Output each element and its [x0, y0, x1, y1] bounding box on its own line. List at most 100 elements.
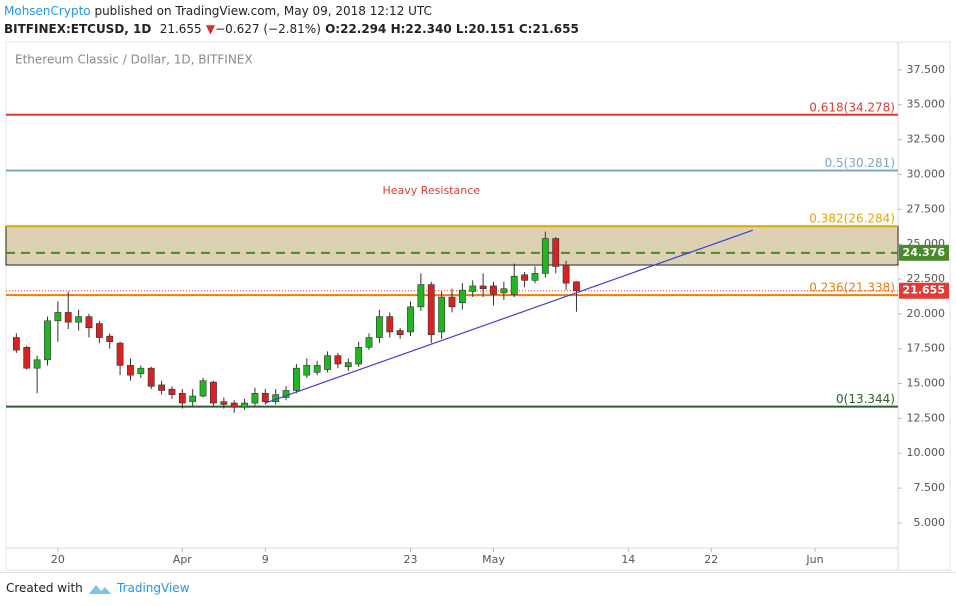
y-tick-label: 22.500 [907, 272, 946, 285]
price-tag [899, 282, 949, 299]
fib-label: 0(13.344) [836, 392, 895, 406]
candle-body [427, 284, 435, 336]
footer: Created with TradingView [0, 572, 956, 606]
x-tick-label: 22 [704, 553, 718, 566]
candle-body [458, 289, 466, 303]
candle-body [479, 285, 487, 290]
candle-body [210, 381, 217, 404]
candle-body [54, 312, 62, 322]
y-tick-label: 10.000 [907, 446, 946, 459]
y-tick-label: 35.000 [907, 98, 946, 111]
candle-body [438, 296, 446, 333]
y-tick-label: 27.500 [907, 202, 946, 215]
candle-body [220, 401, 228, 405]
candle-body [386, 316, 394, 333]
candle-body [396, 330, 404, 336]
candle-body [407, 306, 414, 333]
candle-body [469, 285, 477, 292]
y-tick-label: 5.000 [914, 516, 946, 529]
candle-body [448, 296, 456, 308]
y-tick-label: 37.500 [907, 63, 946, 76]
x-tick-label: May [482, 553, 505, 566]
candle-body [365, 337, 373, 348]
candle-body [23, 346, 31, 369]
y-tick-label: 12.500 [907, 411, 946, 424]
x-tick-label: 20 [51, 553, 65, 566]
y-tick-label: 15.000 [907, 377, 946, 390]
candle-body [334, 355, 342, 365]
candle-body [531, 273, 539, 281]
low: L:20.151 [455, 22, 515, 36]
candle-body [251, 392, 259, 404]
candle-body [85, 316, 93, 329]
candle-body [64, 312, 72, 323]
price-tag-label: 24.376 [903, 246, 946, 259]
candle-body [33, 359, 41, 369]
fib-label: 0.5(30.281) [825, 156, 895, 170]
candle-body [158, 384, 165, 391]
publish-info: published on TradingView.com, May 09, 20… [94, 4, 432, 18]
candle-body [12, 337, 20, 351]
fib-label: 0.618(34.278) [809, 100, 895, 114]
candle-body [189, 395, 197, 402]
candle-body [95, 323, 103, 338]
candle-body [127, 365, 134, 376]
candle-body [116, 342, 124, 366]
frame [5, 41, 951, 571]
candle-body [541, 238, 549, 274]
candle-body [324, 355, 331, 370]
price-tag-label: 21.655 [903, 284, 945, 297]
created-with: Created with [6, 581, 83, 595]
candle-body [500, 288, 508, 294]
candle-body [521, 274, 529, 281]
x-tick-label: Apr [173, 553, 193, 566]
x-tick-label: 14 [621, 553, 635, 566]
trendline [265, 229, 753, 404]
candle-body [147, 367, 155, 387]
publish-line: MohsenCrypto published on TradingView.co… [4, 4, 432, 18]
candle-body [106, 335, 114, 342]
logo [89, 585, 111, 594]
high: H:22.340 [390, 22, 452, 36]
candle-body [168, 388, 176, 395]
candle-body [137, 367, 145, 375]
author: MohsenCrypto [4, 4, 91, 18]
candle-body [303, 365, 311, 376]
y-tick-label: 20.000 [907, 307, 946, 320]
candle-body [355, 346, 363, 365]
price-tag [899, 244, 949, 261]
close: C:21.655 [518, 22, 579, 36]
candle-body [417, 284, 425, 308]
y-tick-label: 7.500 [914, 481, 946, 494]
x-tick-label: 23 [404, 553, 418, 566]
candle-body [199, 380, 207, 397]
change: −0.627 (−2.81%) [215, 22, 321, 36]
candle-body [261, 392, 269, 402]
y-tick-label: 17.500 [907, 342, 946, 355]
open: O:22.294 [325, 22, 387, 36]
candle-body [293, 367, 300, 391]
candle-body [44, 320, 51, 361]
candle-body [344, 362, 352, 368]
symbol: BITFINEX:ETCUSD, 1D [4, 22, 152, 36]
y-tick-label: 32.500 [907, 133, 946, 146]
candle-body [490, 285, 497, 295]
brand: TradingView [117, 581, 190, 595]
y-tick-label: 30.000 [907, 167, 946, 180]
candle-body [375, 316, 383, 338]
fib-label: 0.382(26.284) [809, 212, 895, 226]
candle-body [241, 402, 248, 408]
candle-body [75, 316, 83, 323]
arrow: ▼ [205, 22, 216, 36]
x-tick-label: 9 [262, 553, 269, 566]
candle-body [313, 365, 321, 373]
chart-title: Ethereum Classic / Dollar, 1D, BITFINEX [15, 53, 253, 67]
symbol-line: BITFINEX:ETCUSD, 1D 21.655 ▼−0.627 (−2.8… [4, 22, 579, 36]
chart: Ethereum Classic / Dollar, 1D, BITFINEX … [5, 41, 951, 571]
candle-body [573, 281, 580, 292]
candle-body [178, 392, 186, 404]
last-price: 21.655 [159, 22, 202, 36]
fib-label: 0.236(21.338) [809, 281, 895, 295]
candle-body [510, 275, 518, 295]
